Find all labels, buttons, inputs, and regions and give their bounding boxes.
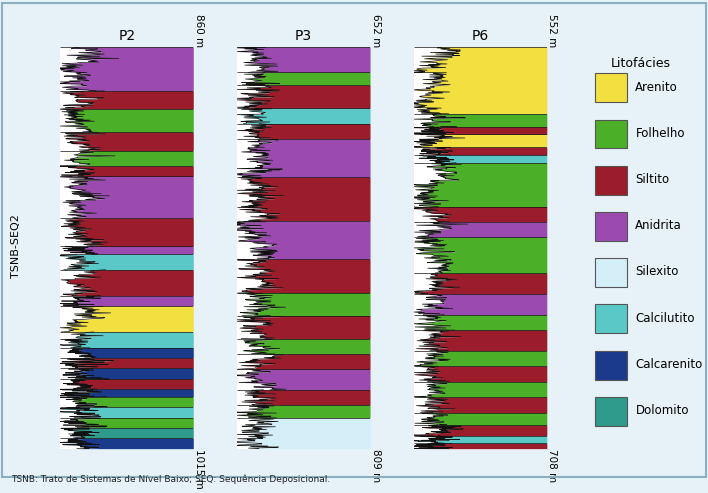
Text: Calcarenito: Calcarenito <box>635 358 702 371</box>
FancyBboxPatch shape <box>595 351 627 380</box>
Text: TSNB: Trato de Sistemas de Nível Baixo; SEQ: Sequência Deposicional.: TSNB: Trato de Sistemas de Nível Baixo; … <box>11 475 330 484</box>
Text: Siltito: Siltito <box>635 173 670 186</box>
Text: Folhelho: Folhelho <box>635 127 685 140</box>
Title: P3: P3 <box>295 29 312 43</box>
FancyBboxPatch shape <box>595 304 627 333</box>
FancyBboxPatch shape <box>595 212 627 241</box>
Text: Litofácies: Litofácies <box>610 57 670 70</box>
Text: 1015 m: 1015 m <box>194 449 204 489</box>
Text: 860 m: 860 m <box>194 14 204 47</box>
Text: 552 m: 552 m <box>547 14 557 47</box>
Text: Silexito: Silexito <box>635 265 679 279</box>
Text: 652 m: 652 m <box>370 14 381 47</box>
Text: 809 m: 809 m <box>370 449 381 482</box>
Title: P2: P2 <box>118 29 135 43</box>
Text: Anidrita: Anidrita <box>635 219 682 232</box>
Text: 708 m: 708 m <box>547 449 557 482</box>
Text: Dolomito: Dolomito <box>635 404 689 417</box>
Text: Arenito: Arenito <box>635 80 678 94</box>
FancyBboxPatch shape <box>595 397 627 426</box>
FancyBboxPatch shape <box>595 258 627 287</box>
FancyBboxPatch shape <box>595 120 627 148</box>
Text: Calcilutito: Calcilutito <box>635 312 695 324</box>
FancyBboxPatch shape <box>595 73 627 102</box>
Title: P6: P6 <box>472 29 489 43</box>
Text: TSNB-SEQ2: TSNB-SEQ2 <box>11 214 21 279</box>
FancyBboxPatch shape <box>595 166 627 195</box>
